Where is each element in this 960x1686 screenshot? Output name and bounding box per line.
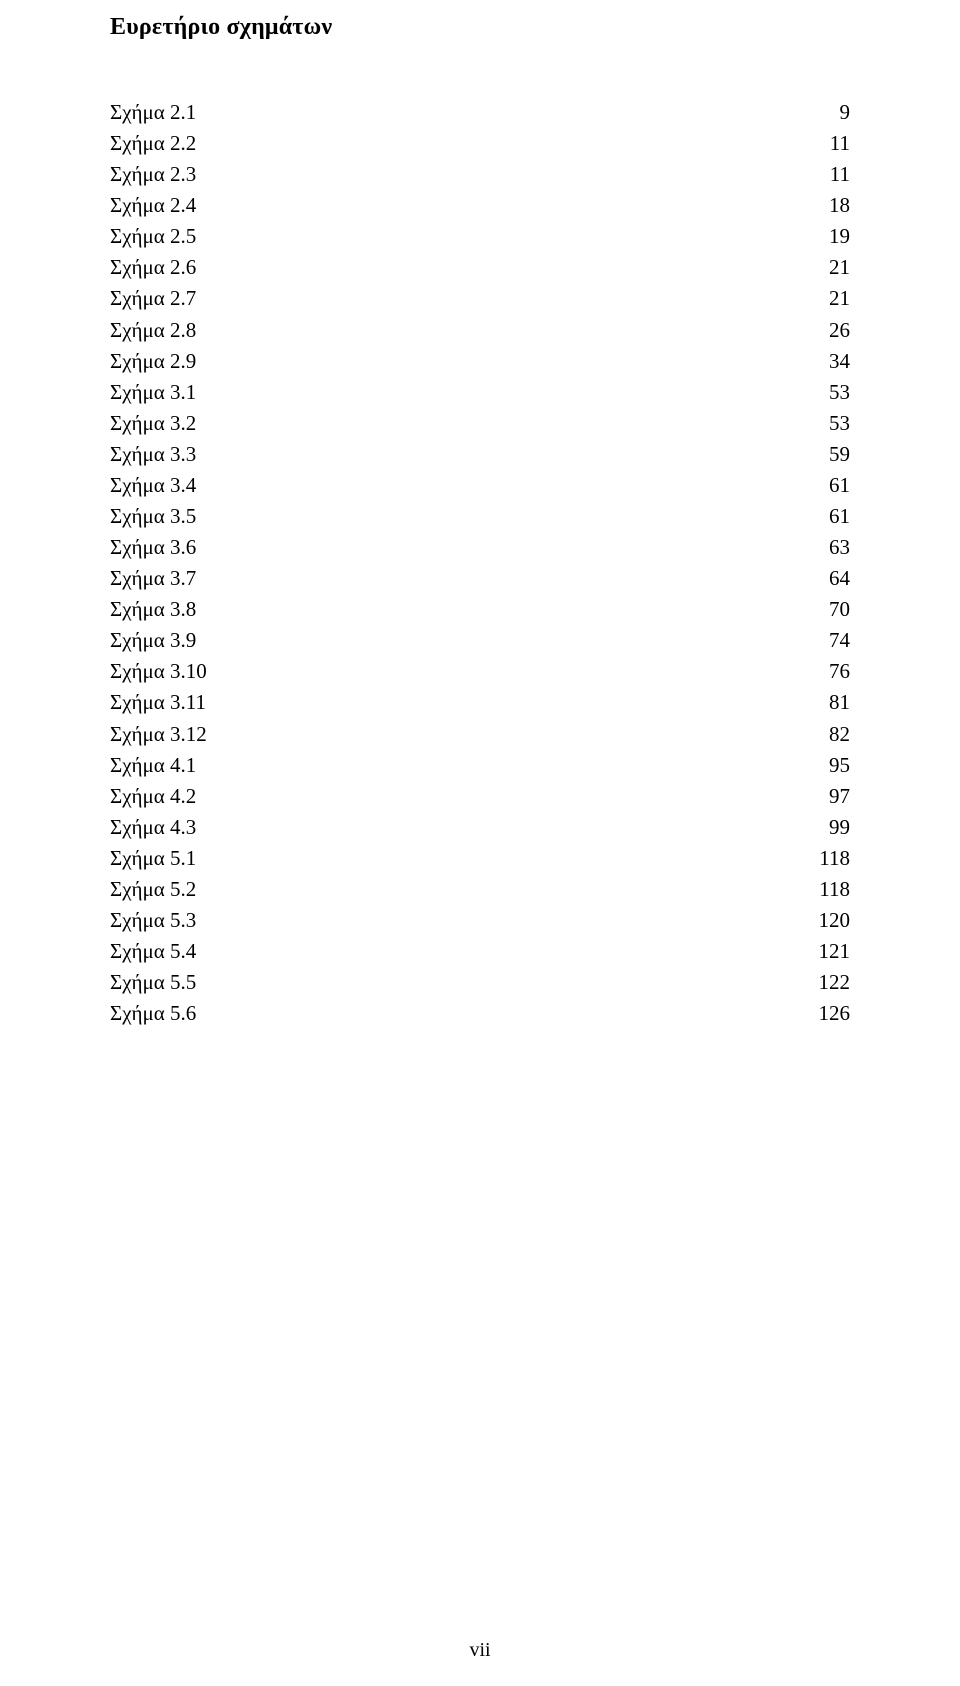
figure-page: 61 — [829, 501, 850, 532]
table-row: Σχήμα 4.1 95 — [110, 750, 850, 781]
figure-label: Σχήμα 2.7 — [110, 283, 196, 314]
table-row: Σχήμα 2.1 9 — [110, 97, 850, 128]
figure-label: Σχήμα 3.2 — [110, 408, 196, 439]
figure-label: Σχήμα 3.6 — [110, 532, 196, 563]
figure-label: Σχήμα 2.2 — [110, 128, 196, 159]
figure-label: Σχήμα 4.3 — [110, 812, 196, 843]
table-row: Σχήμα 4.3 99 — [110, 812, 850, 843]
figure-label: Σχήμα 5.5 — [110, 967, 196, 998]
table-row: Σχήμα 2.6 21 — [110, 252, 850, 283]
figure-page: 97 — [829, 781, 850, 812]
figure-label: Σχήμα 3.7 — [110, 563, 196, 594]
figure-page: 61 — [829, 470, 850, 501]
figure-label: Σχήμα 3.9 — [110, 625, 196, 656]
figure-page: 99 — [829, 812, 850, 843]
table-row: Σχήμα 3.8 70 — [110, 594, 850, 625]
figure-label: Σχήμα 2.1 — [110, 97, 196, 128]
table-row: Σχήμα 3.10 76 — [110, 656, 850, 687]
figure-page: 64 — [829, 563, 850, 594]
figure-label: Σχήμα 4.2 — [110, 781, 196, 812]
table-row: Σχήμα 2.8 26 — [110, 315, 850, 346]
figure-page: 21 — [829, 252, 850, 283]
figure-page: 95 — [829, 750, 850, 781]
table-row: Σχήμα 2.5 19 — [110, 221, 850, 252]
figure-label: Σχήμα 3.12 — [110, 719, 207, 750]
figure-page: 9 — [840, 97, 851, 128]
figure-page: 70 — [829, 594, 850, 625]
figure-label: Σχήμα 3.8 — [110, 594, 196, 625]
page: Ευρετήριο σχημάτων Σχήμα 2.1 9 Σχήμα 2.2 11… — [0, 0, 960, 1686]
table-row: Σχήμα 3.5 61 — [110, 501, 850, 532]
table-row: Σχήμα 3.2 53 — [110, 408, 850, 439]
figure-label: Σχήμα 2.6 — [110, 252, 196, 283]
figure-page: 11 — [830, 128, 850, 159]
figure-label: Σχήμα 3.1 — [110, 377, 196, 408]
figure-page: 53 — [829, 377, 850, 408]
figure-page: 18 — [829, 190, 850, 221]
table-row: Σχήμα 3.6 63 — [110, 532, 850, 563]
table-of-figures: Σχήμα 2.19Σχήμα 2.211Σχήμα 2.311Σχήμα 2.… — [110, 97, 850, 1029]
figure-label: Σχήμα 5.1 — [110, 843, 196, 874]
table-row: Σχήμα 3.7 64 — [110, 563, 850, 594]
table-row: Σχήμα 5.3 120 — [110, 905, 850, 936]
table-row: Σχήμα 5.5 122 — [110, 967, 850, 998]
table-row: Σχήμα 2.3 11 — [110, 159, 850, 190]
figure-page: 19 — [829, 221, 850, 252]
figure-page: 118 — [819, 843, 850, 874]
figure-page: 53 — [829, 408, 850, 439]
table-row: Σχήμα 5.1 118 — [110, 843, 850, 874]
figure-label: Σχήμα 4.1 — [110, 750, 196, 781]
figure-page: 120 — [819, 905, 851, 936]
table-row: Σχήμα 2.4 18 — [110, 190, 850, 221]
figure-page: 11 — [830, 159, 850, 190]
table-row: Σχήμα 2.7 21 — [110, 283, 850, 314]
figure-label: Σχήμα 5.2 — [110, 874, 196, 905]
table-row: Σχήμα 3.9 74 — [110, 625, 850, 656]
figure-label: Σχήμα 3.5 — [110, 501, 196, 532]
figure-page: 81 — [829, 687, 850, 718]
figure-label: Σχήμα 2.4 — [110, 190, 196, 221]
figure-page: 82 — [829, 719, 850, 750]
figure-label: Σχήμα 2.8 — [110, 315, 196, 346]
page-number: vii — [0, 1639, 960, 1662]
table-row: Σχήμα 3.1 53 — [110, 377, 850, 408]
table-row: Σχήμα 5.6 126 — [110, 998, 850, 1029]
figure-page: 122 — [819, 967, 851, 998]
table-row: Σχήμα 4.2 97 — [110, 781, 850, 812]
figure-label: Σχήμα 3.3 — [110, 439, 196, 470]
figure-page: 59 — [829, 439, 850, 470]
table-row: Σχήμα 5.2 118 — [110, 874, 850, 905]
figure-page: 74 — [829, 625, 850, 656]
figure-label: Σχήμα 3.10 — [110, 656, 207, 687]
table-row: Σχήμα 3.12 82 — [110, 719, 850, 750]
figure-page: 126 — [819, 998, 851, 1029]
figure-label: Σχήμα 5.3 — [110, 905, 196, 936]
figure-page: 63 — [829, 532, 850, 563]
figure-page: 21 — [829, 283, 850, 314]
figure-page: 34 — [829, 346, 850, 377]
table-row: Σχήμα 3.4 61 — [110, 470, 850, 501]
figure-page: 76 — [829, 656, 850, 687]
figure-page: 26 — [829, 315, 850, 346]
table-row: Σχήμα 3.3 59 — [110, 439, 850, 470]
table-row: Σχήμα 2.2 11 — [110, 128, 850, 159]
figure-label: Σχήμα 5.4 — [110, 936, 196, 967]
figure-label: Σχήμα 3.11 — [110, 687, 206, 718]
page-title: Ευρετήριο σχημάτων — [110, 14, 850, 41]
figure-label: Σχήμα 2.5 — [110, 221, 196, 252]
table-row: Σχήμα 3.11 81 — [110, 687, 850, 718]
figure-label: Σχήμα 2.3 — [110, 159, 196, 190]
figure-label: Σχήμα 5.6 — [110, 998, 196, 1029]
figure-label: Σχήμα 2.9 — [110, 346, 196, 377]
figure-page: 118 — [819, 874, 850, 905]
table-row: Σχήμα 5.4 121 — [110, 936, 850, 967]
table-row: Σχήμα 2.9 34 — [110, 346, 850, 377]
figure-page: 121 — [819, 936, 851, 967]
figure-label: Σχήμα 3.4 — [110, 470, 196, 501]
